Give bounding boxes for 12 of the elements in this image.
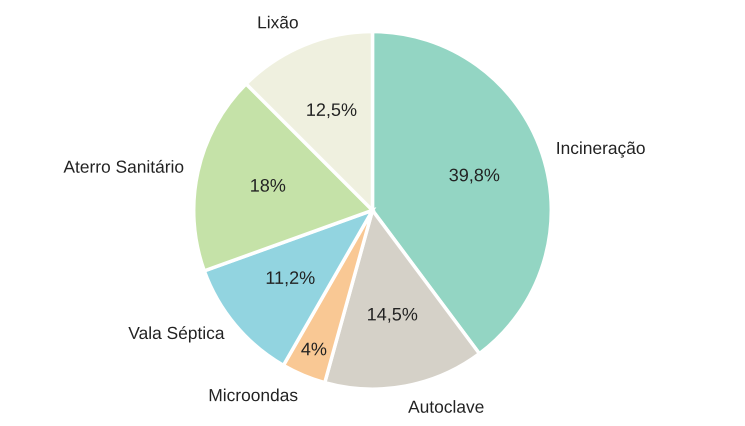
slice-label: Autoclave xyxy=(408,400,484,413)
slice-label: Lixão xyxy=(258,16,298,28)
data-label: 11,2% xyxy=(266,271,315,286)
data-label: 4% xyxy=(301,342,326,356)
slice-label: Aterro Sanitário xyxy=(63,160,184,173)
data-label: 12,5% xyxy=(307,103,356,118)
data-label: 14,5% xyxy=(368,308,418,323)
data-label: 18% xyxy=(251,178,286,192)
data-label: 39,8% xyxy=(449,168,500,184)
slice-label: Incineração xyxy=(557,141,645,158)
slice-label: Microondas xyxy=(210,388,298,402)
slice-label: Vala Séptica xyxy=(128,326,224,343)
